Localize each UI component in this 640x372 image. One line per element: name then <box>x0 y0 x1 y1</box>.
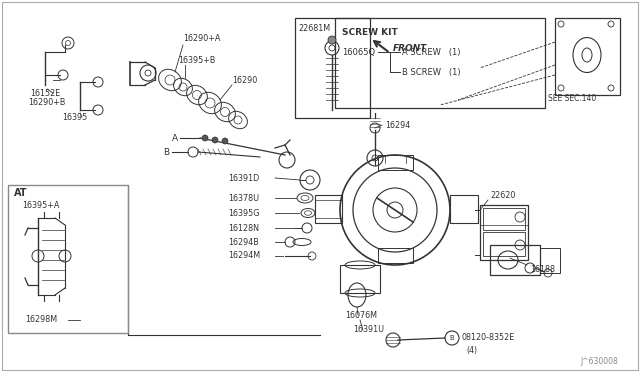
Bar <box>315 195 342 223</box>
Bar <box>483 208 525 230</box>
Bar <box>480 205 528 260</box>
Text: 16290: 16290 <box>232 76 257 84</box>
Text: 16290+A: 16290+A <box>183 33 220 42</box>
Bar <box>450 195 478 223</box>
Text: 16065Q: 16065Q <box>342 48 375 57</box>
Bar <box>540 248 560 273</box>
Bar <box>555 18 620 95</box>
Bar <box>378 155 413 170</box>
Circle shape <box>222 138 228 144</box>
Text: 16378U: 16378U <box>228 193 259 202</box>
Text: 16391U: 16391U <box>353 326 384 334</box>
Bar <box>295 18 370 118</box>
Text: 16294M: 16294M <box>228 251 260 260</box>
Text: J^630008: J^630008 <box>580 357 618 366</box>
Text: 16395+B: 16395+B <box>178 55 216 64</box>
Text: SCREW KIT: SCREW KIT <box>342 28 397 36</box>
Text: 16152E: 16152E <box>30 89 60 97</box>
Text: (4): (4) <box>467 346 477 355</box>
Text: 16298M: 16298M <box>25 315 57 324</box>
Bar <box>335 18 545 108</box>
Text: 16290+B: 16290+B <box>28 97 65 106</box>
Bar <box>490 245 540 275</box>
Text: AT: AT <box>14 188 28 198</box>
Text: 16395: 16395 <box>62 112 87 122</box>
Text: B: B <box>163 148 169 157</box>
Text: 16395+A: 16395+A <box>22 201 60 209</box>
Text: FRONT: FRONT <box>393 44 428 52</box>
Bar <box>8 185 128 333</box>
Bar <box>340 265 380 293</box>
Text: 16294B: 16294B <box>228 237 259 247</box>
Circle shape <box>212 137 218 143</box>
Circle shape <box>202 135 208 141</box>
Text: 08120-8352E: 08120-8352E <box>462 334 515 343</box>
Text: B SCREW   (1): B SCREW (1) <box>402 67 461 77</box>
Text: A SCREW   (1): A SCREW (1) <box>402 48 461 57</box>
Text: SEE SEC.140: SEE SEC.140 <box>548 93 596 103</box>
Text: 16391D: 16391D <box>228 173 259 183</box>
Text: 22620: 22620 <box>490 190 515 199</box>
Text: B: B <box>450 335 454 341</box>
Bar <box>378 248 413 263</box>
Text: 22681M: 22681M <box>298 23 330 32</box>
Text: 16294: 16294 <box>385 121 410 129</box>
Text: 16395G: 16395G <box>228 208 259 218</box>
Text: A: A <box>172 134 178 142</box>
Text: 16076M: 16076M <box>345 311 377 320</box>
Text: 16128N: 16128N <box>228 224 259 232</box>
Text: 16188: 16188 <box>530 266 555 275</box>
Bar <box>483 232 525 256</box>
Circle shape <box>328 36 336 44</box>
